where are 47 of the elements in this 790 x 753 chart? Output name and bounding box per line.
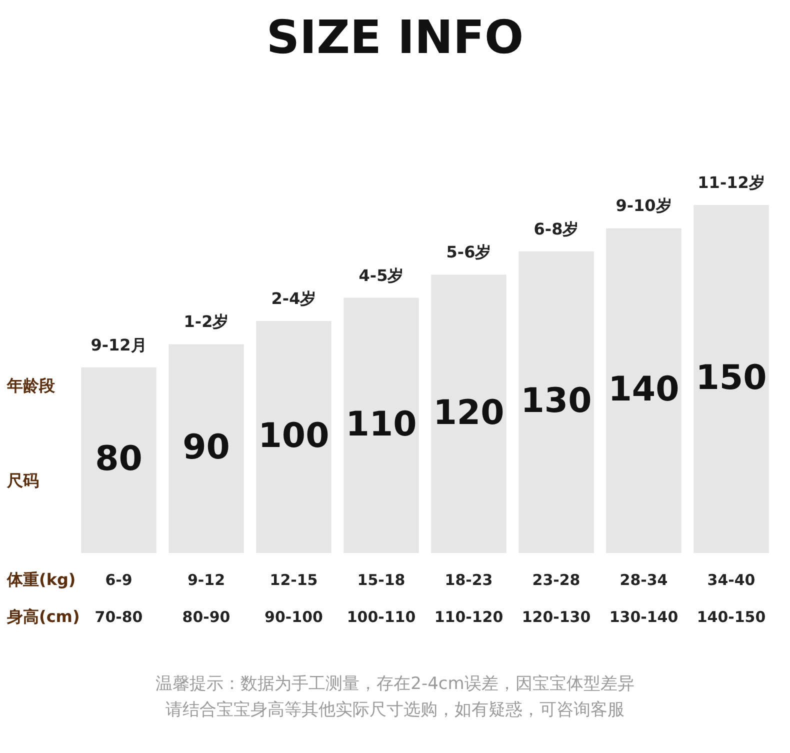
text: 年龄段 — [6, 376, 56, 395]
text: 尺码 — [6, 471, 39, 490]
x-tick-label: 11-12岁 — [698, 173, 765, 192]
x-tick-label: 2-4岁 — [271, 289, 316, 308]
text: 28-34 — [620, 571, 668, 589]
text: 9-12 — [187, 571, 226, 589]
bar — [694, 205, 769, 553]
bar — [168, 344, 244, 553]
bar — [431, 274, 506, 553]
x-tick-label: 9-10岁 — [616, 196, 672, 216]
text: 70-80 — [94, 608, 143, 626]
text: 23-28 — [532, 571, 580, 589]
text: 130-140 — [609, 608, 678, 626]
text: 18-23 — [444, 571, 493, 589]
bar — [606, 228, 682, 553]
text: 体重(kg) — [6, 570, 76, 589]
bar — [518, 251, 594, 553]
text: 100-110 — [346, 608, 416, 626]
text: 120-130 — [522, 608, 591, 626]
x-tick-label: 1-2岁 — [184, 312, 229, 332]
data-label: 120 — [433, 392, 504, 433]
x-tick-label: 9-12月 — [90, 335, 147, 354]
text: 110-120 — [434, 608, 504, 626]
data-label: 130 — [520, 381, 592, 422]
data-label: 80 — [95, 439, 142, 480]
data-label: 90 — [182, 428, 230, 468]
text: 90-100 — [264, 608, 323, 626]
data-label: 140 — [608, 370, 680, 410]
text: 请结合宝宝身高等其他实际尺寸选购，如有疑惑，可咨询客服 — [166, 700, 624, 720]
text: 15-18 — [357, 571, 406, 589]
text: 34-40 — [707, 571, 756, 589]
data-label: 110 — [346, 404, 417, 444]
text: 12-15 — [270, 571, 318, 589]
bar — [256, 321, 332, 553]
bar — [81, 367, 156, 553]
text: 温馨提示：数据为手工测量，存在2-4cm误差，因宝宝体型差异 — [156, 674, 634, 694]
bar — [344, 298, 419, 553]
x-tick-label: 6-8岁 — [534, 219, 579, 238]
text: 80-90 — [182, 608, 230, 626]
x-tick-label: 4-5岁 — [358, 266, 404, 285]
text: 身高(cm) — [6, 607, 80, 626]
chart-title: SIZE INFO — [266, 10, 524, 64]
data-label: 100 — [258, 416, 330, 456]
text: 6-9 — [105, 571, 132, 589]
text: 140-150 — [696, 608, 766, 626]
data-label: 150 — [696, 358, 767, 398]
x-tick-label: 5-6岁 — [446, 242, 492, 262]
